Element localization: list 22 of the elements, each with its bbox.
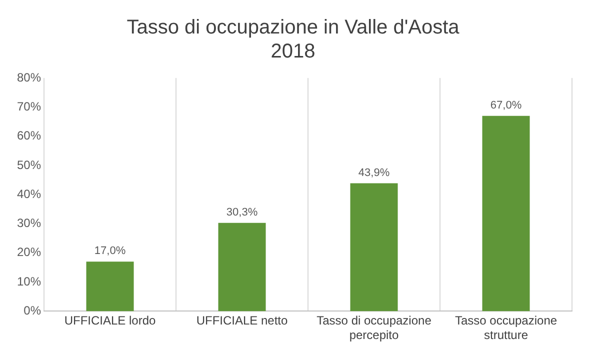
chart-title: Tasso di occupazione in Valle d'Aosta 2018 — [126, 16, 460, 63]
y-tick-label: 30% — [16, 216, 42, 230]
bar — [86, 262, 134, 312]
x-tick-label: UFFICIALE netto — [196, 314, 288, 328]
y-tick-label: 80% — [16, 70, 42, 84]
y-tick-label: 20% — [16, 245, 42, 260]
y-tick-label: 70% — [16, 99, 42, 114]
data-label: 30,3% — [226, 206, 258, 218]
y-tick-label: 0% — [24, 304, 42, 318]
y-tick-label: 10% — [16, 274, 42, 288]
y-tick-label: 50% — [16, 158, 42, 172]
x-tick-label: UFFICIALE lordo — [64, 314, 156, 328]
data-label: 43,9% — [358, 166, 390, 179]
bar — [350, 183, 398, 312]
y-tick-label: 60% — [16, 128, 42, 143]
data-label: 67,0% — [490, 99, 522, 112]
y-tick-label: 40% — [16, 186, 42, 201]
x-tick-label: Tasso occupazione strutture — [454, 314, 558, 342]
bar — [218, 222, 266, 312]
bar — [482, 116, 530, 312]
data-label: 17,0% — [94, 245, 126, 258]
x-tick-label: Tasso di occupazione percepito — [316, 314, 432, 342]
